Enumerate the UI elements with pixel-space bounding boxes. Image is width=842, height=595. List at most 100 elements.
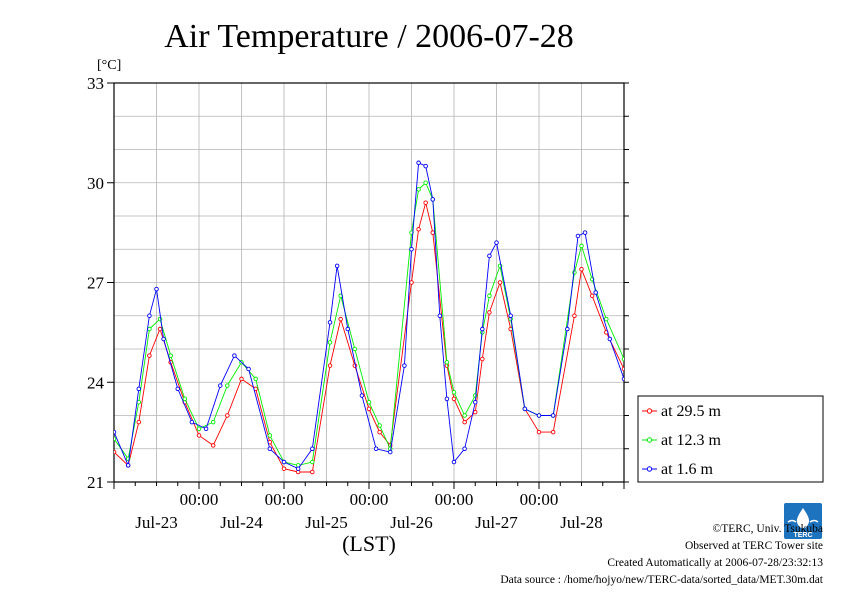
data-point <box>168 353 173 358</box>
data-point <box>416 160 421 166</box>
data-point <box>232 353 237 358</box>
data-point <box>310 469 315 475</box>
data-point <box>136 419 142 425</box>
data-point <box>388 449 393 455</box>
data-point <box>487 293 492 299</box>
data-point <box>114 429 117 435</box>
data-point <box>310 446 315 452</box>
data-point <box>338 316 343 322</box>
series-layer <box>114 160 624 475</box>
data-point <box>189 419 195 425</box>
data-point <box>239 376 244 382</box>
data-point <box>175 386 180 392</box>
data-point <box>210 419 216 425</box>
data-point <box>203 426 209 432</box>
data-point <box>621 356 624 362</box>
data-point <box>494 240 499 245</box>
x-tick-date-label: Jul-24 <box>220 513 263 532</box>
data-point <box>604 316 609 322</box>
data-point <box>253 376 258 382</box>
x-tick-date-label: Jul-23 <box>135 513 178 532</box>
legend-label: at 12.3 m <box>661 432 722 449</box>
data-point <box>210 443 216 448</box>
data-point <box>430 197 436 202</box>
data-point <box>621 366 624 372</box>
series-group <box>114 200 624 475</box>
x-tick-time-label: 00:00 <box>180 490 219 509</box>
data-point <box>416 187 421 192</box>
y-tick-label: 33 <box>87 74 104 93</box>
legend-label: at 1.6 m <box>661 461 714 478</box>
y-axis-unit: [°C] <box>97 58 121 73</box>
data-point <box>589 293 595 299</box>
terc-logo: TERC <box>784 503 822 539</box>
copyright-text: ©TERC, Univ. Tsukuba <box>713 523 823 535</box>
legend-marker <box>646 408 653 414</box>
data-point <box>409 280 414 285</box>
data-point <box>536 413 542 418</box>
created-text: Created Automatically at 2006-07-28/23:3… <box>607 557 823 569</box>
data-point <box>196 426 202 432</box>
data-point <box>462 413 467 418</box>
data-point <box>582 230 588 235</box>
data-point <box>281 466 287 471</box>
data-point <box>327 340 333 345</box>
data-point <box>366 399 372 405</box>
data-point <box>373 446 379 452</box>
data-point <box>217 383 223 388</box>
data-point <box>147 326 152 332</box>
data-point <box>508 313 513 319</box>
series-line <box>114 202 624 473</box>
data-point <box>182 396 188 402</box>
data-point <box>154 286 159 292</box>
x-tick-time-label: 00:00 <box>435 490 474 509</box>
data-point <box>136 386 142 392</box>
y-tick-label: 21 <box>87 473 104 492</box>
data-point <box>487 310 492 315</box>
data-point <box>579 243 584 249</box>
legend-label: at 29.5 m <box>661 403 722 420</box>
data-point <box>593 290 598 295</box>
data-point <box>310 459 315 465</box>
data-point <box>327 320 333 325</box>
data-point <box>430 230 436 235</box>
x-tick-time-label: 00:00 <box>265 490 304 509</box>
data-point <box>444 396 450 402</box>
y-axis-ticks: 21 24 27 30 33 <box>87 74 629 492</box>
data-point <box>572 313 577 319</box>
data-point <box>621 376 624 382</box>
data-point <box>147 353 152 358</box>
data-point <box>114 436 117 442</box>
data-point <box>423 163 428 169</box>
data-point <box>565 326 570 332</box>
data-point <box>536 429 542 435</box>
data-point <box>473 399 478 405</box>
data-point <box>487 253 492 259</box>
svg-text:TERC: TERC <box>793 532 812 539</box>
y-tick-label: 24 <box>87 373 105 392</box>
data-point <box>416 227 421 232</box>
data-point <box>480 326 485 332</box>
x-tick-time-label: 00:00 <box>350 490 389 509</box>
data-point <box>352 346 358 352</box>
data-point <box>451 389 457 395</box>
data-point <box>377 429 382 435</box>
data-point <box>473 409 478 415</box>
data-point <box>295 466 301 471</box>
data-point <box>451 396 457 402</box>
data-point <box>281 459 287 465</box>
data-point <box>157 326 163 332</box>
data-point <box>246 366 251 372</box>
data-point <box>462 446 467 452</box>
data-point <box>267 446 273 452</box>
data-source-text: Data source : /home/hojyo/new/TERC-data/… <box>500 574 823 586</box>
data-point <box>402 363 407 368</box>
data-point <box>462 419 467 425</box>
data-point <box>437 313 443 319</box>
chart-title: Air Temperature / 2006-07-28 <box>164 18 574 55</box>
data-point <box>409 246 414 252</box>
y-tick-label: 27 <box>87 274 105 293</box>
legend-marker <box>646 466 653 472</box>
series-group <box>114 160 624 471</box>
x-tick-time-label: 00:00 <box>520 490 559 509</box>
